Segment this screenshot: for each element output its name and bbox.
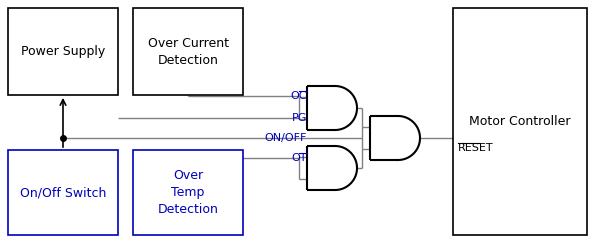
Text: OT: OT — [292, 153, 307, 163]
Text: Power Supply: Power Supply — [21, 45, 105, 58]
Text: OC: OC — [290, 91, 307, 101]
Bar — [453, 8, 587, 235]
Text: Over
Temp
Detection: Over Temp Detection — [158, 169, 218, 216]
Text: RESET: RESET — [458, 143, 494, 153]
Text: ON/OFF: ON/OFF — [265, 133, 307, 143]
Text: Motor Controller: Motor Controller — [469, 115, 571, 128]
Bar — [133, 8, 243, 95]
Text: Over Current
Detection: Over Current Detection — [148, 36, 228, 67]
Bar — [8, 150, 118, 235]
Text: On/Off Switch: On/Off Switch — [20, 186, 106, 199]
Bar — [8, 8, 118, 95]
Bar — [133, 150, 243, 235]
Text: PG: PG — [292, 113, 307, 123]
